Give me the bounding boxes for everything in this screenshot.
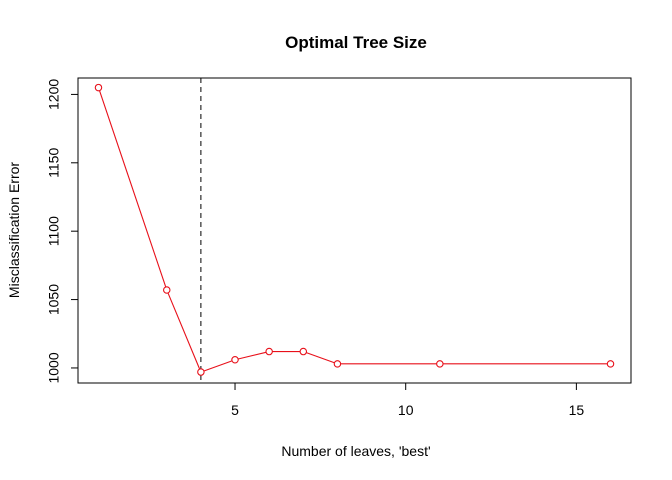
y-axis: 1000 1050 1100 1150 1200	[46, 79, 78, 384]
series-0-point-4	[265, 347, 273, 356]
series-0-point-7	[436, 360, 444, 368]
series-0-point-5	[299, 347, 308, 356]
y-tick-label-2: 1100	[46, 216, 62, 246]
series-0-point-6	[333, 360, 342, 368]
series-0-point-8	[606, 360, 615, 368]
series-0-point-0	[94, 83, 103, 92]
y-tick-label-0: 1000	[46, 352, 62, 383]
series-0-segment-3	[238, 351, 267, 360]
x-axis: 5 10 15	[231, 383, 584, 418]
plot-frame	[77, 77, 632, 384]
series-0-point-3	[231, 355, 239, 364]
series-0-segment-2	[203, 360, 233, 372]
y-tick-label-1: 1050	[46, 284, 62, 315]
x-tick-label-1: 10	[398, 402, 414, 418]
y-tick-label-4: 1200	[46, 79, 62, 110]
series-0-point-2	[197, 368, 205, 376]
y-tick-label-3: 1150	[46, 148, 62, 178]
series-0-segment-1	[167, 292, 201, 370]
chart-title: Optimal Tree Size	[285, 33, 427, 52]
series-0-segment-0	[98, 90, 167, 288]
series-0-segment-5	[306, 352, 335, 364]
series-layer	[94, 83, 615, 376]
y-axis-label: Misclassification Error	[6, 162, 22, 298]
x-tick-label-0: 5	[231, 402, 239, 418]
series-0-point-1	[163, 286, 171, 294]
x-tick-label-2: 15	[569, 402, 585, 418]
x-axis-label: Number of leaves, 'best'	[281, 443, 430, 459]
